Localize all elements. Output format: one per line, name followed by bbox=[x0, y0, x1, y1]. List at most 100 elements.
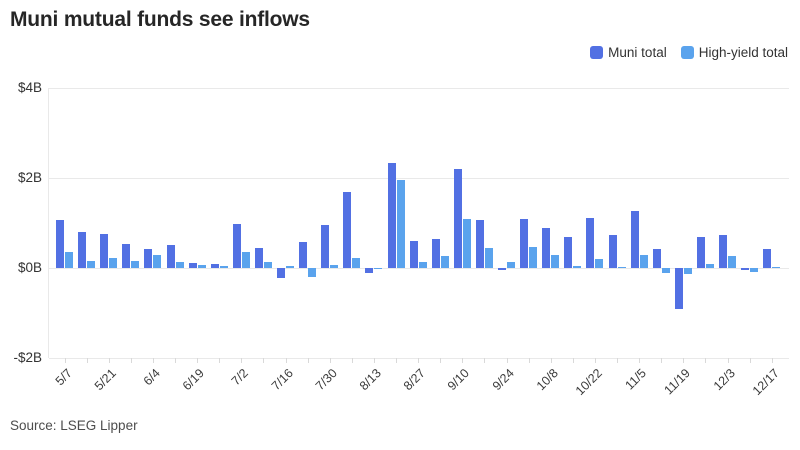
x-axis-tick bbox=[263, 358, 265, 363]
x-axis-tick bbox=[418, 358, 420, 363]
x-axis-tick bbox=[440, 358, 442, 363]
bar-muni-total bbox=[144, 248, 153, 268]
bar-high-yield-total bbox=[661, 268, 670, 273]
bar-muni-total bbox=[188, 263, 197, 268]
bar-high-yield-total bbox=[219, 266, 228, 268]
bar-high-yield-total bbox=[109, 258, 118, 268]
source-note: Source: LSEG Lipper bbox=[10, 418, 138, 433]
bar-high-yield-total bbox=[440, 256, 449, 268]
bar-muni-total bbox=[475, 220, 484, 268]
x-axis-tick bbox=[572, 358, 574, 363]
bar-muni-total bbox=[763, 249, 772, 268]
x-axis-label: 11/19 bbox=[661, 366, 694, 398]
bar-high-yield-total bbox=[529, 247, 538, 268]
x-axis-tick bbox=[594, 358, 596, 363]
x-axis-tick bbox=[152, 358, 154, 363]
bar-muni-total bbox=[210, 264, 219, 268]
bar-muni-total bbox=[741, 268, 750, 270]
bar-high-yield-total bbox=[197, 264, 206, 268]
x-axis-label: 7/2 bbox=[228, 366, 252, 389]
x-axis-tick bbox=[285, 358, 287, 363]
x-axis-tick bbox=[241, 358, 243, 363]
bar-high-yield-total bbox=[87, 261, 96, 268]
bar-muni-total bbox=[719, 235, 727, 268]
bar-high-yield-total bbox=[683, 268, 692, 274]
bar-muni-total bbox=[409, 241, 418, 268]
x-axis-tick bbox=[351, 358, 353, 363]
x-axis-tick bbox=[329, 358, 331, 363]
bar-high-yield-total bbox=[772, 266, 781, 268]
bar-high-yield-total bbox=[484, 248, 493, 268]
bar-high-yield-total bbox=[175, 261, 184, 268]
legend-swatch-muni bbox=[590, 46, 604, 59]
x-axis-tick bbox=[175, 358, 176, 363]
x-axis-tick bbox=[462, 358, 464, 363]
bar-muni-total bbox=[100, 233, 109, 268]
bar-muni-total bbox=[387, 163, 396, 268]
bar-high-yield-total bbox=[352, 257, 361, 268]
x-axis-tick bbox=[705, 358, 707, 363]
bar-high-yield-total bbox=[374, 268, 383, 270]
gridline bbox=[49, 268, 789, 269]
bar-muni-total bbox=[542, 227, 551, 268]
x-axis-label: 12/17 bbox=[749, 366, 782, 399]
bar-high-yield-total bbox=[418, 262, 427, 268]
x-axis-tick bbox=[771, 358, 773, 363]
bar-high-yield-total bbox=[551, 255, 560, 268]
x-axis-label: 6/4 bbox=[140, 366, 163, 389]
x-axis-tick bbox=[108, 358, 110, 363]
x-axis-label: 8/27 bbox=[400, 366, 428, 394]
x-axis-tick bbox=[528, 358, 530, 363]
bar-high-yield-total bbox=[728, 256, 736, 268]
bar-muni-total bbox=[56, 219, 64, 268]
bar-muni-total bbox=[277, 268, 285, 279]
x-axis-tick bbox=[307, 358, 309, 363]
x-axis-tick bbox=[396, 358, 397, 363]
legend: Muni total High-yield total bbox=[590, 45, 788, 60]
bar-muni-total bbox=[365, 268, 374, 273]
gridline bbox=[49, 178, 789, 179]
bar-muni-total bbox=[498, 268, 506, 271]
x-axis-tick bbox=[64, 358, 66, 363]
x-axis-tick bbox=[617, 358, 618, 363]
legend-item-muni-total: Muni total bbox=[590, 45, 667, 60]
bar-muni-total bbox=[652, 249, 661, 268]
x-axis-tick bbox=[749, 358, 751, 363]
bar-high-yield-total bbox=[705, 263, 714, 268]
y-axis-label: -$2B bbox=[13, 350, 42, 365]
x-axis-tick bbox=[661, 358, 663, 363]
bar-high-yield-total bbox=[617, 267, 626, 268]
chart-title: Muni mutual funds see inflows bbox=[10, 8, 310, 31]
y-axis: $4B $2B $0B -$2B bbox=[0, 80, 42, 365]
bar-muni-total bbox=[232, 223, 241, 268]
x-axis-tick bbox=[219, 358, 221, 363]
x-axis-tick bbox=[683, 358, 685, 363]
x-axis-tick bbox=[86, 358, 88, 363]
bar-muni-total bbox=[586, 217, 595, 268]
x-axis-label: 5/7 bbox=[52, 366, 75, 389]
x-axis-label: 6/19 bbox=[179, 366, 207, 394]
legend-label-muni: Muni total bbox=[608, 45, 667, 60]
bar-muni-total bbox=[166, 244, 175, 268]
x-axis-label: 12/3 bbox=[710, 366, 738, 394]
x-axis-tick bbox=[197, 358, 199, 363]
x-axis-tick bbox=[484, 358, 486, 363]
bar-high-yield-total bbox=[131, 261, 140, 268]
bar-high-yield-total bbox=[396, 180, 405, 268]
x-axis-tick bbox=[639, 358, 641, 363]
x-axis-label: 7/30 bbox=[312, 366, 340, 394]
bar-high-yield-total bbox=[639, 255, 648, 268]
bar-muni-total bbox=[343, 191, 352, 268]
bar-muni-total bbox=[630, 210, 639, 268]
x-axis-label: 11/5 bbox=[622, 366, 649, 393]
x-axis-label: 7/16 bbox=[268, 366, 296, 394]
bar-high-yield-total bbox=[241, 252, 250, 268]
bar-high-yield-total bbox=[263, 261, 272, 268]
bar-high-yield-total bbox=[507, 261, 515, 268]
x-axis-tick bbox=[727, 358, 729, 363]
bar-high-yield-total bbox=[65, 252, 73, 268]
x-axis-label: 8/13 bbox=[356, 366, 384, 394]
bar-high-yield-total bbox=[308, 268, 317, 277]
x-axis-label: 9/24 bbox=[489, 366, 517, 394]
